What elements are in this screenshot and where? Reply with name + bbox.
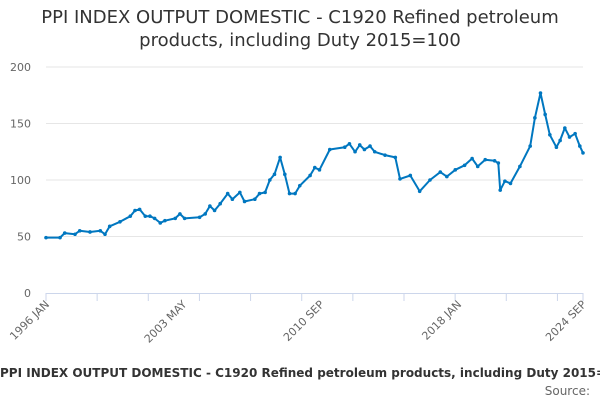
data-point [462, 163, 467, 168]
data-point [73, 232, 77, 237]
data-point [518, 164, 522, 169]
data-point [308, 173, 312, 178]
data-point [103, 232, 107, 237]
data-point [498, 188, 503, 192]
data-point [554, 145, 559, 150]
data-point [253, 197, 257, 202]
x-tick-label: 2024 SEP [543, 298, 589, 344]
data-point [208, 204, 212, 208]
x-tick-label: 2018 JAN [419, 298, 464, 343]
data-point [445, 174, 449, 179]
data-point [212, 208, 217, 213]
y-tick-label: 0 [24, 287, 31, 300]
data-point [428, 178, 432, 182]
data-point [372, 149, 377, 154]
data-point [238, 190, 242, 195]
data-point [393, 155, 398, 160]
chart-caption: PPI INDEX OUTPUT DOMESTIC - C1920 Refine… [0, 366, 600, 380]
data-point [77, 229, 82, 233]
chart-title-line2: products, including Duty 2015=100 [139, 30, 461, 51]
data-point [327, 147, 332, 152]
data-point [283, 172, 287, 177]
data-point [98, 229, 103, 233]
data-point [508, 181, 513, 186]
x-tick-label: 2010 SEP [281, 298, 327, 344]
chart-title-line1: PPI INDEX OUTPUT DOMESTIC - C1920 Refine… [41, 7, 559, 28]
data-point [148, 214, 152, 218]
data-point [107, 224, 112, 229]
y-tick-label: 150 [10, 118, 31, 131]
data-point [242, 199, 247, 204]
data-point [257, 191, 262, 196]
data-point [573, 131, 577, 136]
y-tick-label: 50 [17, 231, 31, 244]
data-point [230, 197, 235, 202]
data-point [362, 147, 367, 152]
data-point [347, 142, 352, 146]
data-point [538, 91, 543, 95]
data-point [58, 235, 62, 240]
data-point [133, 208, 137, 213]
data-point [483, 157, 488, 162]
data-point [528, 144, 532, 148]
data-point [543, 112, 547, 117]
data-point [128, 214, 133, 218]
data-point [398, 177, 402, 181]
data-point [357, 143, 362, 147]
y-tick-label: 200 [10, 61, 31, 74]
data-point [197, 215, 202, 220]
data-point [475, 164, 480, 169]
data-point [567, 135, 572, 139]
data-point [263, 190, 267, 195]
data-point [173, 216, 178, 221]
data-point [62, 231, 67, 235]
data-point [137, 207, 142, 212]
data-point [158, 221, 163, 225]
data-point [342, 145, 347, 150]
data-point [143, 214, 148, 218]
data-point [278, 155, 282, 160]
data-point [88, 230, 92, 234]
data-point [152, 216, 157, 221]
chart-title: PPI INDEX OUTPUT DOMESTIC - C1920 Refine… [0, 6, 600, 52]
data-point [558, 138, 562, 143]
data-point [563, 126, 567, 130]
data-point [353, 149, 357, 154]
data-point [503, 179, 507, 183]
data-point [182, 216, 187, 221]
data-point [470, 156, 474, 161]
source-label: Source: [544, 384, 590, 398]
data-point [178, 212, 182, 216]
data-point [453, 168, 458, 172]
data-point [383, 153, 387, 157]
data-point [44, 235, 48, 240]
x-tick-label: 1996 JAN [7, 298, 52, 343]
data-point [312, 165, 317, 170]
data-point [408, 173, 413, 178]
data-point [368, 144, 372, 148]
data-point [272, 172, 277, 177]
data-point [417, 189, 422, 194]
data-point [203, 212, 208, 216]
y-tick-label: 100 [10, 174, 31, 187]
data-point [438, 170, 443, 174]
data-point [287, 191, 292, 196]
data-point [218, 201, 222, 206]
series-line [46, 92, 584, 239]
data-point [581, 151, 585, 155]
data-point [225, 191, 230, 196]
data-point [578, 144, 582, 148]
data-point [297, 183, 302, 188]
data-point [118, 220, 122, 224]
data-point [163, 218, 167, 223]
data-point [533, 116, 537, 120]
data-point [293, 191, 297, 196]
data-point [317, 168, 322, 172]
data-point [496, 161, 501, 165]
data-point [548, 133, 552, 137]
data-point [492, 158, 497, 163]
data-point [268, 178, 272, 182]
x-tick-label: 2003 MAY [142, 298, 190, 346]
